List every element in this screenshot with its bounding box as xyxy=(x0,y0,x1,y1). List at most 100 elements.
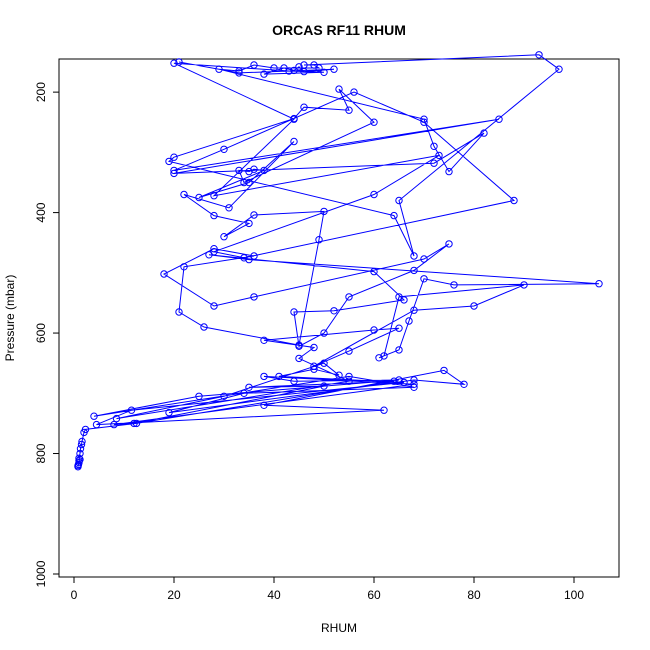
data-point xyxy=(390,211,398,220)
data-point xyxy=(240,178,248,187)
data-point xyxy=(345,106,353,114)
data-point xyxy=(75,454,83,462)
data-point xyxy=(76,449,84,458)
data-point xyxy=(315,64,323,72)
data-point xyxy=(220,233,228,241)
y-axis-label: Pressure (mbar) xyxy=(3,275,17,362)
data-point xyxy=(445,167,453,176)
data-point xyxy=(470,302,478,310)
data-point xyxy=(430,159,438,167)
data-point xyxy=(310,343,318,352)
x-axis: 0 20 40 60 80 100 xyxy=(71,576,584,602)
data-point xyxy=(220,145,228,154)
data-point xyxy=(395,324,403,332)
y-tick-label: 400 xyxy=(34,202,48,222)
data-point xyxy=(380,406,388,414)
data-point xyxy=(195,392,203,400)
data-point xyxy=(250,61,258,69)
data-point xyxy=(132,419,141,428)
data-point xyxy=(210,245,218,253)
data-point xyxy=(245,255,253,264)
data-point xyxy=(400,296,408,304)
data-point xyxy=(520,281,528,289)
data-point xyxy=(370,190,378,199)
data-point xyxy=(320,207,328,216)
data-point xyxy=(300,103,308,111)
data-point xyxy=(210,192,218,200)
data-point xyxy=(395,196,403,205)
data-point xyxy=(260,372,268,381)
data-point xyxy=(180,190,188,199)
data-point xyxy=(295,341,303,349)
data-point xyxy=(310,362,318,370)
data-point xyxy=(400,378,408,387)
data-point xyxy=(295,63,303,71)
data-point xyxy=(420,255,428,263)
data-point xyxy=(350,88,358,96)
data-point xyxy=(260,336,268,344)
data-point xyxy=(130,419,138,428)
data-point xyxy=(555,65,563,73)
data-point xyxy=(450,281,458,289)
data-point xyxy=(480,129,488,137)
data-point xyxy=(300,67,308,76)
data-point xyxy=(240,254,248,262)
data-point xyxy=(495,115,503,123)
data-point xyxy=(92,420,101,429)
data-point xyxy=(200,323,208,331)
data-point xyxy=(260,70,268,78)
data-point xyxy=(245,219,253,228)
data-point xyxy=(235,166,243,175)
data-point xyxy=(290,137,298,146)
x-tick-label: 100 xyxy=(564,588,584,602)
data-point xyxy=(240,389,248,397)
x-tick-label: 20 xyxy=(167,588,181,602)
data-point xyxy=(250,252,258,260)
data-point xyxy=(410,380,418,388)
data-point xyxy=(390,377,398,385)
data-point xyxy=(445,240,453,248)
data-point xyxy=(210,248,218,256)
data-point xyxy=(370,326,378,334)
data-point xyxy=(290,115,298,123)
data-point xyxy=(420,275,428,283)
data-point xyxy=(112,414,121,423)
data-point xyxy=(405,317,413,325)
plot-frame xyxy=(58,58,620,578)
y-tick-label: 600 xyxy=(34,323,48,343)
data-point xyxy=(270,64,278,72)
data-point xyxy=(245,178,253,187)
data-point xyxy=(75,457,83,465)
data-point xyxy=(250,293,258,301)
data-point xyxy=(370,118,378,126)
data-point xyxy=(345,372,353,381)
data-point xyxy=(76,445,85,453)
x-tick-label: 0 xyxy=(71,588,78,602)
data-point xyxy=(245,167,253,176)
data-point xyxy=(535,51,543,59)
data-point xyxy=(78,437,86,446)
data-point xyxy=(410,306,418,314)
data-point xyxy=(330,307,338,315)
data-point xyxy=(220,392,228,400)
data-point xyxy=(345,293,353,301)
data-point xyxy=(160,270,168,278)
data-point xyxy=(310,365,318,373)
data-point xyxy=(370,267,378,276)
data-point xyxy=(175,308,183,316)
x-tick-label: 40 xyxy=(267,588,281,602)
data-point xyxy=(320,359,328,367)
data-point xyxy=(510,196,518,205)
data-point xyxy=(81,425,90,434)
x-tick-label: 60 xyxy=(367,588,381,602)
data-point xyxy=(90,412,98,420)
data-point xyxy=(380,352,388,360)
data-point xyxy=(335,85,343,93)
data-point xyxy=(320,68,328,77)
data-point xyxy=(275,372,283,381)
data-point xyxy=(250,211,258,219)
data-point xyxy=(440,366,448,375)
y-tick-label: 200 xyxy=(34,82,48,102)
series-line xyxy=(77,54,600,467)
data-point xyxy=(335,371,343,379)
